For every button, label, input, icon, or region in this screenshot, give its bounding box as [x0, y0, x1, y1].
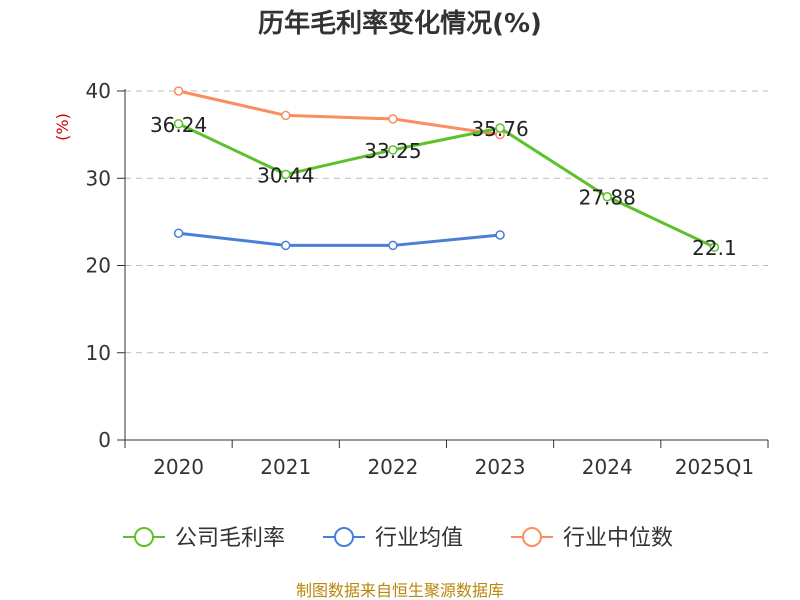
data-point [281, 110, 291, 121]
series-line [177, 122, 716, 249]
data-point [281, 240, 291, 251]
data-point [388, 240, 398, 251]
legend-label: 行业中位数 [563, 526, 673, 551]
data-point [495, 123, 505, 133]
x-tick-label: 2023 [475, 455, 526, 479]
legend[interactable]: 公司毛利率 行业均值 行业中位数 [123, 526, 673, 551]
source-note: 制图数据来自恒生聚源数据库 [296, 581, 504, 600]
chart-title: 历年毛利率变化情况(%) [258, 8, 542, 39]
y-axis-label: (%) [53, 113, 72, 141]
data-label: 36.24 [150, 113, 207, 137]
axes: 0 10 20 30 40 2020 2021 2022 2023 2024 2025Q1 [86, 79, 769, 479]
x-tick-label: 2024 [582, 455, 633, 479]
y-tick-label: 10 [86, 341, 111, 365]
y-tick-label: 0 [98, 428, 111, 452]
gridlines [125, 90, 768, 354]
x-tick-label: 2020 [153, 455, 204, 479]
data-point [281, 169, 291, 180]
legend-label: 行业均值 [375, 526, 463, 551]
legend-item[interactable]: 行业中位数 [511, 526, 673, 551]
legend-marker [134, 527, 154, 547]
y-tick-label: 40 [86, 79, 111, 103]
y-tick-label: 20 [86, 254, 111, 278]
data-point [173, 228, 184, 238]
data-labels: 36.24 30.44 33.25 35.76 27.88 22.1 [150, 113, 737, 260]
legend-label: 公司毛利率 [175, 526, 285, 551]
x-tick-label: 2025Q1 [675, 455, 754, 479]
data-point [602, 191, 612, 202]
legend-item[interactable]: 公司毛利率 [123, 526, 285, 551]
legend-marker [522, 527, 542, 547]
data-label: 27.88 [579, 186, 636, 210]
data-label: 35.76 [471, 117, 528, 141]
series-layer [173, 86, 720, 252]
x-tick-label: 2021 [260, 455, 311, 479]
series-line [178, 231, 501, 247]
data-label: 22.1 [692, 236, 737, 260]
data-label: 33.25 [364, 139, 421, 163]
data-label: 30.44 [257, 163, 314, 187]
data-point [709, 242, 720, 252]
x-tick-label: 2022 [367, 455, 418, 479]
data-point [495, 230, 505, 240]
data-point [173, 86, 184, 96]
y-tick-label: 30 [86, 166, 111, 190]
legend-marker [334, 527, 354, 547]
series-line [178, 89, 501, 137]
data-point [388, 114, 398, 124]
legend-item[interactable]: 行业均值 [323, 526, 463, 551]
data-point [173, 119, 184, 129]
data-point [388, 145, 398, 155]
